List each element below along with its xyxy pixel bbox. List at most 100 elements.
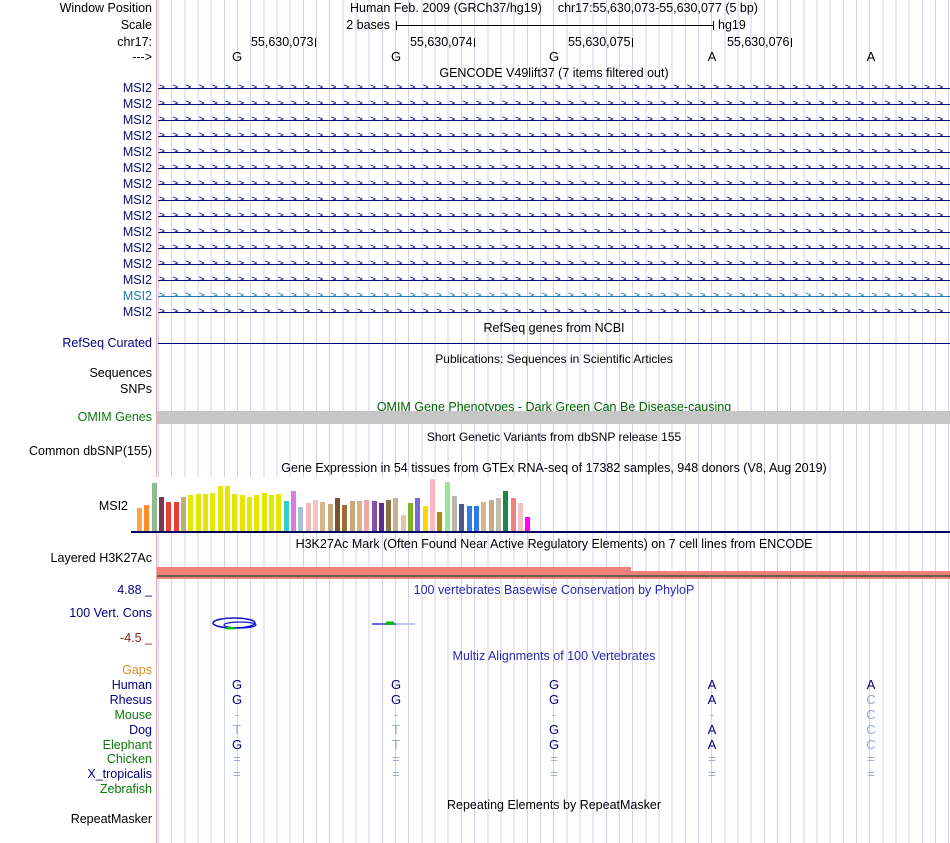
multiz-species-row[interactable]: X_tropicalis = = = = =: [0, 766, 950, 782]
transcript-arrow-line[interactable]: >>>>>>>>>>>>>>>>>>>>>>>>>>>>>>>>>>>>>>>>…: [158, 288, 950, 304]
gencode-transcript-row[interactable]: MSI2 >>>>>>>>>>>>>>>>>>>>>>>>>>>>>>>>>>>>…: [0, 288, 950, 304]
gtex-tissue-bar[interactable]: [261, 493, 267, 531]
gtex-tissue-bar[interactable]: [488, 500, 494, 531]
transcript-label[interactable]: MSI2: [122, 225, 152, 239]
multiz-species-row[interactable]: Zebrafish: [0, 781, 950, 797]
gtex-tissue-bar[interactable]: [518, 503, 524, 531]
gtex-tissue-bar[interactable]: [305, 503, 311, 531]
gencode-transcript-row[interactable]: MSI2 >>>>>>>>>>>>>>>>>>>>>>>>>>>>>>>>>>>>…: [0, 304, 950, 320]
transcript-arrow-line[interactable]: >>>>>>>>>>>>>>>>>>>>>>>>>>>>>>>>>>>>>>>>…: [158, 144, 950, 160]
gtex-tissue-bar[interactable]: [246, 497, 252, 531]
phylop-track-label[interactable]: 100 Vert. Cons: [69, 606, 152, 620]
transcript-label[interactable]: MSI2: [122, 209, 152, 223]
species-label[interactable]: Dog: [129, 723, 152, 737]
omim-genes-label[interactable]: OMIM Genes: [77, 410, 152, 424]
omim-gene-bar[interactable]: [157, 411, 950, 424]
gtex-tissue-bar[interactable]: [334, 498, 340, 531]
multiz-species-row[interactable]: Mouse - - - - C: [0, 707, 950, 723]
gencode-transcript-row[interactable]: MSI2 >>>>>>>>>>>>>>>>>>>>>>>>>>>>>>>>>>>>…: [0, 240, 950, 256]
gtex-tissue-bar[interactable]: [466, 506, 472, 531]
gtex-tissue-bar[interactable]: [444, 482, 450, 531]
gencode-transcript-row[interactable]: MSI2 >>>>>>>>>>>>>>>>>>>>>>>>>>>>>>>>>>>>…: [0, 176, 950, 192]
gtex-tissue-bar[interactable]: [459, 504, 465, 531]
gtex-tissue-bar[interactable]: [408, 503, 414, 531]
omim-row[interactable]: OMIM Genes: [0, 409, 950, 425]
gtex-tissue-bar[interactable]: [356, 501, 362, 531]
transcript-label[interactable]: MSI2: [122, 241, 152, 255]
transcript-arrow-line[interactable]: >>>>>>>>>>>>>>>>>>>>>>>>>>>>>>>>>>>>>>>>…: [158, 208, 950, 224]
transcript-arrow-line[interactable]: >>>>>>>>>>>>>>>>>>>>>>>>>>>>>>>>>>>>>>>>…: [158, 112, 950, 128]
transcript-label[interactable]: MSI2: [122, 129, 152, 143]
transcript-arrow-line[interactable]: >>>>>>>>>>>>>>>>>>>>>>>>>>>>>>>>>>>>>>>>…: [158, 176, 950, 192]
gtex-tissue-bar[interactable]: [276, 494, 282, 531]
gtex-tissue-bar[interactable]: [312, 500, 318, 531]
repeatmasker-row[interactable]: RepeatMasker: [0, 811, 950, 827]
transcript-arrow-line[interactable]: >>>>>>>>>>>>>>>>>>>>>>>>>>>>>>>>>>>>>>>>…: [158, 160, 950, 176]
gtex-tissue-bar[interactable]: [510, 498, 516, 531]
transcript-arrow-line[interactable]: >>>>>>>>>>>>>>>>>>>>>>>>>>>>>>>>>>>>>>>>…: [158, 96, 950, 112]
gencode-transcript-row[interactable]: MSI2 >>>>>>>>>>>>>>>>>>>>>>>>>>>>>>>>>>>>…: [0, 128, 950, 144]
gtex-tissue-bar[interactable]: [188, 495, 194, 531]
species-label[interactable]: Mouse: [114, 708, 152, 722]
transcript-arrow-line[interactable]: >>>>>>>>>>>>>>>>>>>>>>>>>>>>>>>>>>>>>>>>…: [158, 224, 950, 240]
multiz-species-row[interactable]: Elephant G T G A C: [0, 737, 950, 753]
transcript-arrow-line[interactable]: >>>>>>>>>>>>>>>>>>>>>>>>>>>>>>>>>>>>>>>>…: [158, 128, 950, 144]
gtex-tissue-bar[interactable]: [364, 500, 370, 531]
gtex-tissue-bar[interactable]: [452, 496, 458, 531]
transcript-label[interactable]: MSI2: [122, 113, 152, 127]
transcript-label[interactable]: MSI2: [122, 193, 152, 207]
gtex-tissue-bar[interactable]: [210, 493, 216, 531]
gtex-tissue-bar[interactable]: [393, 498, 399, 531]
gtex-tissue-bar[interactable]: [151, 483, 157, 531]
gtex-tissue-bar[interactable]: [474, 506, 480, 531]
gtex-tissue-bar[interactable]: [503, 491, 509, 531]
gtex-tissue-bar[interactable]: [290, 491, 296, 531]
transcript-label[interactable]: MSI2: [122, 177, 152, 191]
gtex-tissue-bar[interactable]: [180, 497, 186, 531]
gtex-tissue-bar[interactable]: [496, 498, 502, 531]
transcript-label[interactable]: MSI2: [122, 257, 152, 271]
gtex-tissue-bar[interactable]: [144, 505, 150, 531]
gtex-tissue-bar[interactable]: [378, 503, 384, 531]
gencode-transcript-row[interactable]: MSI2 >>>>>>>>>>>>>>>>>>>>>>>>>>>>>>>>>>>>…: [0, 160, 950, 176]
gtex-tissue-bar[interactable]: [224, 486, 230, 531]
gtex-tissue-bar[interactable]: [232, 494, 238, 531]
gtex-tissue-bar[interactable]: [137, 508, 142, 531]
transcript-label[interactable]: MSI2: [122, 273, 152, 287]
transcript-label[interactable]: MSI2: [122, 289, 152, 303]
phylop-row[interactable]: 100 Vert. Cons: [0, 605, 950, 621]
snps-label[interactable]: SNPs: [120, 382, 152, 396]
gtex-tissue-bar[interactable]: [371, 501, 377, 531]
gtex-gene-label[interactable]: MSI2: [98, 499, 128, 513]
h3k27ac-row[interactable]: Layered H3K27Ac: [0, 550, 950, 566]
sequences-label[interactable]: Sequences: [89, 366, 152, 380]
multiz-species-row[interactable]: Rhesus G G G A C: [0, 692, 950, 708]
repeatmasker-label[interactable]: RepeatMasker: [70, 812, 152, 826]
gtex-tissue-bar[interactable]: [415, 498, 421, 531]
gtex-tissue-bar[interactable]: [268, 495, 274, 531]
gencode-transcript-row[interactable]: MSI2 >>>>>>>>>>>>>>>>>>>>>>>>>>>>>>>>>>>>…: [0, 192, 950, 208]
refseq-gene-line[interactable]: [158, 342, 950, 344]
gencode-transcript-row[interactable]: MSI2 >>>>>>>>>>>>>>>>>>>>>>>>>>>>>>>>>>>>…: [0, 224, 950, 240]
refseq-curated-row[interactable]: RefSeq Curated: [0, 335, 950, 351]
gtex-tissue-bar[interactable]: [342, 505, 348, 531]
gencode-transcript-row[interactable]: MSI2 >>>>>>>>>>>>>>>>>>>>>>>>>>>>>>>>>>>>…: [0, 112, 950, 128]
gencode-transcript-row[interactable]: MSI2 >>>>>>>>>>>>>>>>>>>>>>>>>>>>>>>>>>>>…: [0, 144, 950, 160]
gtex-tissue-bar[interactable]: [430, 479, 436, 531]
gtex-tissue-bar[interactable]: [422, 506, 428, 531]
gtex-tissue-bar[interactable]: [386, 500, 392, 531]
species-label[interactable]: Rhesus: [109, 693, 152, 707]
gencode-transcript-row[interactable]: MSI2 >>>>>>>>>>>>>>>>>>>>>>>>>>>>>>>>>>>>…: [0, 272, 950, 288]
gtex-tissue-bar[interactable]: [254, 495, 260, 531]
gencode-transcript-row[interactable]: MSI2 >>>>>>>>>>>>>>>>>>>>>>>>>>>>>>>>>>>>…: [0, 80, 950, 96]
phylop-signal-glyphs[interactable]: [200, 615, 430, 635]
dbsnp-row[interactable]: Common dbSNP(155): [0, 443, 950, 459]
transcript-label[interactable]: MSI2: [122, 97, 152, 111]
multiz-species-row[interactable]: Human G G G A A: [0, 677, 950, 693]
gencode-transcript-row[interactable]: MSI2 >>>>>>>>>>>>>>>>>>>>>>>>>>>>>>>>>>>>…: [0, 96, 950, 112]
h3k27ac-signal-left[interactable]: [157, 567, 631, 579]
publications-snps-row[interactable]: SNPs: [0, 381, 950, 397]
gtex-tissue-bar[interactable]: [320, 502, 326, 531]
species-label[interactable]: Zebrafish: [99, 782, 152, 796]
gtex-tissue-bar[interactable]: [195, 494, 201, 531]
